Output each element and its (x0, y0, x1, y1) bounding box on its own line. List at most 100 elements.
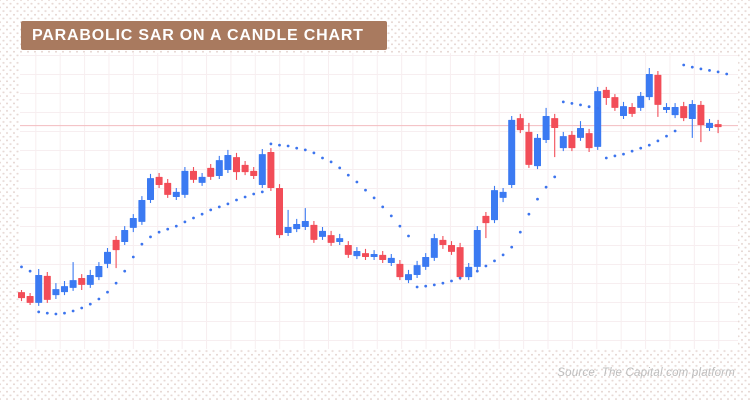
candle-up (499, 191, 507, 198)
candle-down (585, 133, 593, 149)
candle-down (551, 118, 559, 128)
sar-dot-below (604, 156, 608, 160)
sar-dot-below (97, 297, 101, 301)
sar-dot-below (441, 281, 445, 285)
candle-down (276, 188, 283, 236)
candle-up (645, 74, 653, 98)
sar-dot-below (665, 134, 668, 138)
candle-down (379, 254, 387, 260)
sar-dot-below (192, 216, 195, 220)
candle-up (198, 176, 206, 183)
candle-up (147, 178, 154, 200)
candle-up (473, 230, 481, 267)
sar-dot-above (690, 65, 694, 69)
sar-dot-below (527, 212, 531, 216)
sar-dot-above (725, 72, 729, 76)
candle-down (611, 97, 619, 108)
sar-dot-above (579, 103, 582, 107)
sar-dot-below (647, 143, 651, 147)
candle-up (129, 218, 137, 228)
sar-dot-below (484, 264, 488, 268)
candle-down (78, 278, 86, 285)
sar-dot-below (183, 220, 187, 224)
sar-dot-below (260, 190, 264, 194)
candle-up (620, 106, 627, 116)
candle-down (697, 104, 705, 125)
candle-up (284, 227, 292, 233)
sar-dot-below (200, 212, 204, 216)
candle-down (112, 239, 120, 251)
candle-up (301, 221, 309, 227)
candle-down (525, 131, 533, 165)
sar-dot-below (37, 310, 41, 314)
sar-dot-below (424, 284, 428, 288)
candle-up (491, 190, 498, 221)
candle-up (258, 154, 266, 185)
candle-down (439, 239, 447, 245)
sar-dot-above (355, 180, 359, 184)
sar-dot-below (131, 255, 135, 259)
sar-dot-above (269, 142, 273, 146)
sar-dot-below (458, 276, 462, 280)
candle-down (456, 247, 464, 278)
sar-dot-above (398, 224, 402, 228)
sar-dot-above (587, 105, 591, 109)
candle-up (336, 238, 344, 242)
source-attribution: Source: The Capital.com platform (557, 367, 735, 379)
candle-down (18, 292, 25, 299)
sar-dot-below (63, 311, 66, 315)
candle-down (602, 89, 610, 98)
sar-dot-below (157, 230, 161, 234)
sar-dot-below (630, 149, 634, 153)
sar-dot-below (123, 269, 127, 273)
sar-dot-below (467, 273, 471, 277)
sar-dot-below (80, 306, 84, 310)
sar-dot-above (561, 100, 565, 104)
sar-dot-below (209, 208, 213, 212)
candle-up (387, 257, 395, 263)
candle-up (61, 286, 68, 293)
sar-dot-above (596, 106, 600, 110)
sar-dot-below (501, 253, 505, 257)
candle-down (680, 106, 688, 119)
candle-up (594, 91, 602, 147)
candle-down (190, 170, 197, 180)
sar-dot-above (20, 265, 23, 269)
candle-up (542, 116, 550, 140)
candle-down (327, 235, 335, 243)
sar-dot-above (699, 67, 703, 71)
candle-down (482, 215, 490, 224)
candle-up (413, 265, 421, 275)
sar-dot-below (536, 197, 539, 201)
candle-down (267, 152, 275, 188)
sar-dot-below (639, 146, 643, 150)
candle-down (654, 74, 662, 105)
candle-down (43, 275, 51, 300)
sar-dot-above (278, 143, 281, 147)
sar-dot-below (415, 285, 419, 289)
sar-dot-above (682, 63, 686, 67)
sar-dot-above (312, 151, 316, 155)
page-title: PARABOLIC SAR ON A CANDLE CHART (32, 26, 364, 44)
candle-up (95, 266, 103, 278)
candle-down (448, 245, 455, 252)
sar-dot-above (716, 70, 720, 74)
sar-dot-above (28, 269, 32, 273)
candle-up (422, 257, 430, 267)
candle-up (121, 230, 129, 242)
sar-dot-below (235, 198, 238, 202)
candle-down (516, 118, 524, 131)
candle-down (250, 170, 258, 176)
candle-up (172, 191, 180, 197)
candle-up (671, 107, 679, 116)
candle-up (52, 289, 60, 296)
sar-dot-below (149, 235, 152, 239)
sar-dot-above (286, 144, 290, 148)
sar-dot-above (372, 196, 376, 200)
candle-up (319, 230, 326, 237)
candle-up (508, 119, 516, 185)
candle-up (35, 275, 43, 303)
sar-dot-below (174, 224, 178, 228)
